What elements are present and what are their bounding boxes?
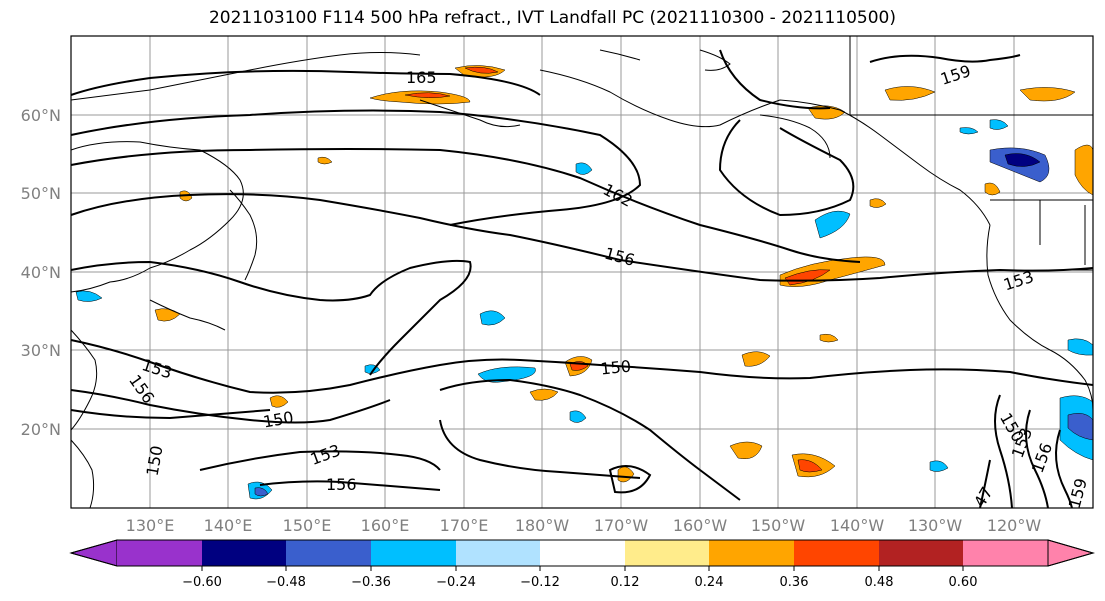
lon-label: 130°W: [908, 516, 963, 535]
colorbar-tick-label: −0.60: [182, 575, 222, 590]
contour-label: 165: [406, 68, 437, 87]
lat-label: 20°N: [21, 420, 61, 439]
lon-label: 170°W: [594, 516, 649, 535]
lon-label: 170°E: [440, 516, 489, 535]
colorbar-segment: [202, 540, 286, 566]
colorbar-tick-label: 0.24: [695, 575, 724, 590]
colorbar-segment: [371, 540, 456, 566]
lat-label: 40°N: [21, 263, 61, 282]
latitude-labels: 60°N 50°N 40°N 30°N 20°N: [21, 106, 61, 439]
lon-label: 150°W: [751, 516, 806, 535]
lon-label: 180°W: [515, 516, 570, 535]
colorbar-tick-label: 0.60: [949, 575, 978, 590]
colorbar-segment: [794, 540, 879, 566]
longitude-labels: 130°E 140°E 150°E 160°E 170°E 180°W 170°…: [126, 516, 1042, 535]
colorbar-tick-label: −0.36: [351, 575, 391, 590]
lon-label: 120°W: [987, 516, 1042, 535]
colorbar-extend-low: [69, 539, 118, 567]
contour-label: 150: [600, 356, 632, 378]
contour-lines: [70, 49, 1094, 509]
lon-label: 150°E: [283, 516, 332, 535]
lon-label: 130°E: [126, 516, 175, 535]
lon-label: 140°W: [830, 516, 885, 535]
contour-label: 156: [326, 475, 357, 494]
map-panel: 165 162 156 159 153 150 153 156 150 150 …: [70, 35, 1094, 511]
shaded-patches: [75, 65, 1094, 500]
lat-label: 50°N: [21, 184, 61, 203]
colorbar-extend-high: [1047, 539, 1095, 567]
colorbar-segment: [117, 540, 202, 566]
colorbar-tick-label: 0.36: [780, 575, 809, 590]
colorbar-tick-label: 0.12: [611, 575, 640, 590]
lat-label: 30°N: [21, 341, 61, 360]
colorbar-tick-label: 0.48: [865, 575, 894, 590]
colorbar-tick-label: −0.12: [520, 575, 560, 590]
colorbar-segment: [625, 540, 709, 566]
colorbar-tick-label: −0.24: [436, 575, 476, 590]
colorbar-segment: [963, 540, 1048, 566]
lat-label: 60°N: [21, 106, 61, 125]
lon-label: 160°W: [673, 516, 728, 535]
lon-label: 140°E: [204, 516, 253, 535]
colorbar-segment: [286, 540, 371, 566]
map-title: 2021103100 F114 500 hPa refract., IVT La…: [208, 8, 896, 28]
colorbar-segment: [540, 540, 625, 566]
lon-label: 160°E: [361, 516, 410, 535]
map-border: [70, 35, 1094, 509]
colorbar-segment: [879, 540, 963, 566]
colorbar-tick-label: −0.48: [266, 575, 306, 590]
colorbar-segment: [709, 540, 794, 566]
colorbar: −0.60 −0.48 −0.36 −0.24 −0.12 0.12 0.24 …: [69, 539, 1095, 590]
colorbar-segment: [456, 540, 540, 566]
